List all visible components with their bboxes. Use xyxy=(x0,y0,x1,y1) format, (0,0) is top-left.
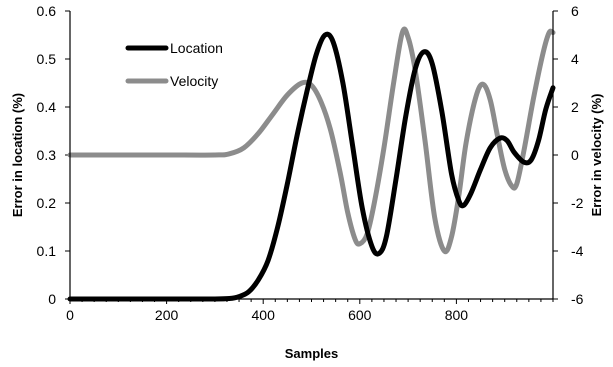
series-lines xyxy=(67,26,556,302)
x-tick-label: 600 xyxy=(348,307,372,323)
x-tick-label: 400 xyxy=(252,307,276,323)
y-right-tick-label: 0 xyxy=(571,147,579,163)
y-left-tick-label: 0.6 xyxy=(37,3,57,19)
x-tick-label: 800 xyxy=(445,307,469,323)
y-left-tick-label: 0.1 xyxy=(37,243,57,259)
legend: Location Velocity xyxy=(125,40,223,89)
y-left-tick-label: 0.4 xyxy=(37,99,57,115)
y-left-tick-label: 0 xyxy=(48,291,56,307)
y-right-tick-label: 6 xyxy=(571,3,579,19)
y-right-tick-label: 2 xyxy=(571,99,579,115)
y-left-axis-title: Error in location (%) xyxy=(10,93,25,217)
x-tick-label: 200 xyxy=(155,307,179,323)
x-axis-title: Samples xyxy=(285,346,338,361)
axes xyxy=(69,11,554,300)
y-left-tick-label: 0.2 xyxy=(37,195,57,211)
legend-label-location: Location xyxy=(170,40,223,56)
x-ticks: 0 200 400 600 800 xyxy=(66,299,554,323)
x-tick-label: 0 xyxy=(66,307,74,323)
y-right-tick-label: -6 xyxy=(571,291,584,307)
y-left-tick-label: 0.5 xyxy=(37,51,57,67)
y-left-ticks: 0 0.1 0.2 0.3 0.4 0.5 0.6 xyxy=(37,3,70,307)
legend-label-velocity: Velocity xyxy=(170,73,218,89)
y-right-tick-label: -2 xyxy=(571,195,584,211)
y-right-tick-label: 4 xyxy=(571,51,579,67)
y-left-tick-label: 0.3 xyxy=(37,147,57,163)
series-line-velocity xyxy=(67,26,556,255)
y-right-ticks: -6 -4 -2 0 2 4 6 xyxy=(553,3,584,307)
series-line-location xyxy=(67,31,556,302)
y-right-tick-label: -4 xyxy=(571,243,584,259)
y-right-axis-title: Error in velocity (%) xyxy=(589,94,604,217)
